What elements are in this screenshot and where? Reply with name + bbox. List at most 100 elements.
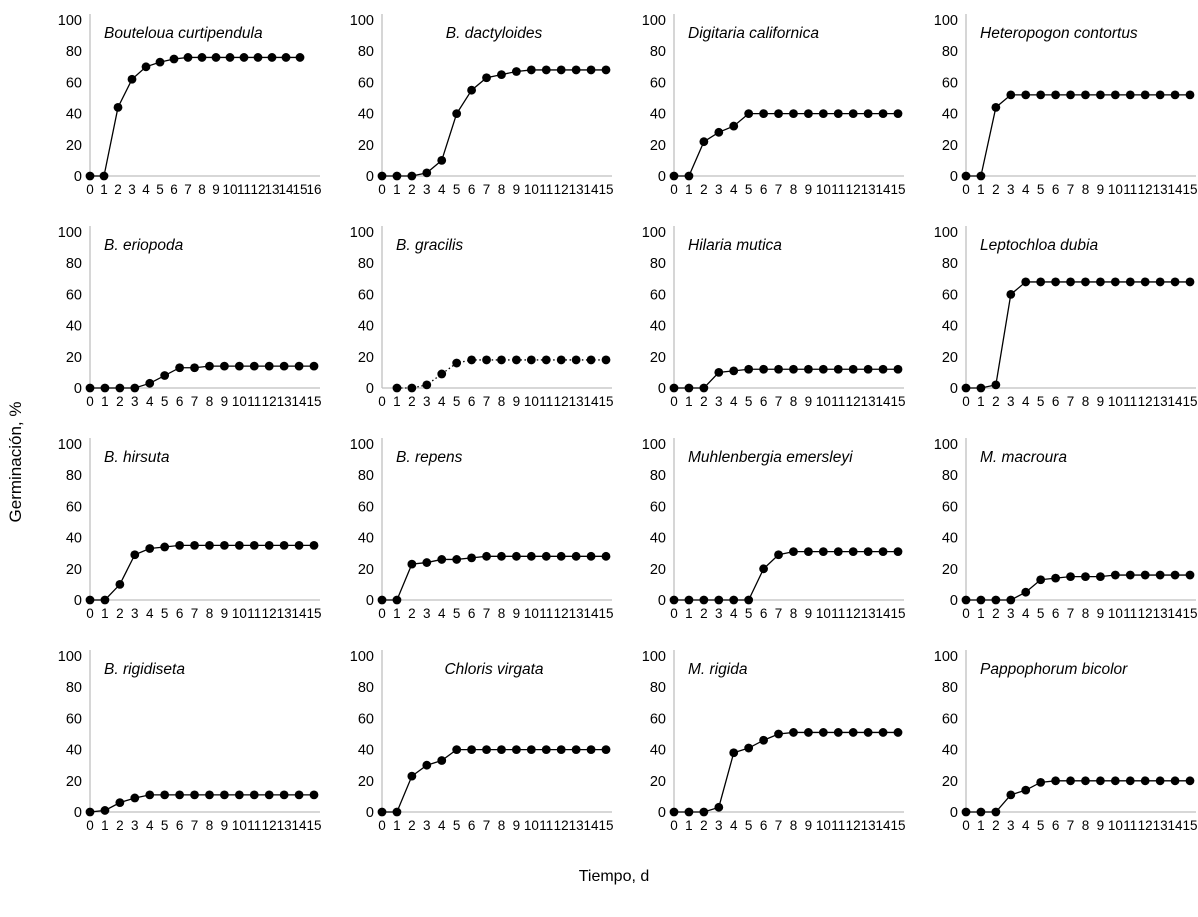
y-tick-label: 100 xyxy=(642,437,666,453)
y-tick-label: 40 xyxy=(66,319,82,335)
x-tick-label: 8 xyxy=(206,818,214,833)
x-tick-label: 15 xyxy=(598,606,613,621)
data-point-marker xyxy=(878,109,888,118)
data-point-marker xyxy=(833,547,843,557)
data-series-line xyxy=(966,780,1190,813)
x-tick-label: 9 xyxy=(212,182,220,197)
x-tick-label: 10 xyxy=(524,182,539,197)
x-tick-label: 11 xyxy=(237,182,251,197)
data-point-marker xyxy=(190,790,199,800)
x-tick-label: 9 xyxy=(513,182,521,197)
y-tick-label: 100 xyxy=(934,225,958,241)
x-tick-label: 8 xyxy=(790,182,798,197)
data-point-marker xyxy=(714,802,724,812)
x-tick-label: 3 xyxy=(715,818,723,833)
chart-title: B. dactyloides xyxy=(446,25,543,42)
x-tick-label: 14 xyxy=(584,818,600,833)
x-tick-label: 11 xyxy=(539,182,553,197)
x-tick-label: 5 xyxy=(453,606,461,621)
x-tick-label: 4 xyxy=(142,182,150,197)
x-tick-label: 15 xyxy=(292,182,307,197)
data-point-marker xyxy=(279,361,289,371)
x-tick-label: 6 xyxy=(176,818,184,833)
y-tick-label: 60 xyxy=(66,711,82,727)
x-tick-label: 5 xyxy=(1037,606,1045,621)
data-point-marker xyxy=(1006,90,1016,100)
x-tick-label: 7 xyxy=(191,606,199,621)
x-tick-label: 7 xyxy=(1067,394,1075,409)
y-tick-label: 20 xyxy=(650,350,666,366)
x-tick-label: 0 xyxy=(670,182,678,197)
data-point-marker xyxy=(155,57,165,67)
data-point-marker xyxy=(789,728,798,737)
x-tick-label: 9 xyxy=(221,606,229,621)
x-tick-label: 3 xyxy=(1007,182,1015,197)
x-tick-label: 5 xyxy=(745,606,753,621)
y-axis-label: Germinación, % xyxy=(6,401,25,523)
y-tick-label: 80 xyxy=(650,468,666,484)
data-point-marker xyxy=(729,748,739,758)
x-tick-label: 9 xyxy=(805,606,813,621)
chart-panel-1: 0 20 40 60 80 100 0 1 2 3 4 5 6 7 8 9 10 11 12 13 14 15 16 Bout… xyxy=(30,6,322,218)
x-tick-label: 15 xyxy=(306,606,321,621)
data-point-marker xyxy=(601,355,611,365)
x-tick-label: 13 xyxy=(277,818,292,833)
x-tick-label: 1 xyxy=(101,606,109,621)
data-point-marker xyxy=(1021,277,1031,287)
chart-title: B. eriopoda xyxy=(104,237,184,254)
data-point-marker xyxy=(512,355,521,365)
x-tick-label: 7 xyxy=(775,818,783,833)
data-point-marker xyxy=(392,595,402,605)
data-point-marker xyxy=(211,53,221,62)
data-point-marker xyxy=(145,378,155,388)
y-tick-label: 20 xyxy=(66,562,82,578)
x-tick-label: 3 xyxy=(423,818,431,833)
data-point-marker xyxy=(991,807,1001,817)
data-point-marker xyxy=(729,595,739,605)
y-tick-label: 80 xyxy=(358,468,374,484)
data-point-marker xyxy=(669,807,679,817)
data-point-marker xyxy=(249,790,259,800)
data-point-marker xyxy=(141,62,151,72)
data-point-marker xyxy=(512,551,521,561)
x-tick-label: 8 xyxy=(498,394,506,409)
data-point-marker xyxy=(160,790,170,800)
data-point-marker xyxy=(145,544,155,553)
data-point-marker xyxy=(976,807,986,817)
data-point-marker xyxy=(267,53,277,62)
y-tick-label: 100 xyxy=(350,13,374,29)
y-tick-label: 80 xyxy=(358,44,374,60)
x-tick-label: 10 xyxy=(232,606,247,621)
y-tick-label: 60 xyxy=(942,75,958,91)
x-tick-label: 14 xyxy=(1168,606,1184,621)
y-tick-label: 20 xyxy=(358,774,374,790)
data-point-marker xyxy=(684,595,694,605)
y-tick-label: 60 xyxy=(942,711,958,727)
data-point-marker xyxy=(541,551,551,561)
data-point-marker xyxy=(497,551,506,561)
y-tick-label: 40 xyxy=(66,531,82,547)
y-tick-label: 100 xyxy=(350,437,374,453)
chart-panel-14: 0 20 40 60 80 100 0 1 2 3 4 5 6 7 8 9 10 11 12 13 14 15 Chlori… xyxy=(322,642,614,854)
x-tick-label: 4 xyxy=(1022,818,1030,833)
x-tick-label: 10 xyxy=(524,394,539,409)
y-tick-label: 60 xyxy=(650,287,666,303)
chart-title: Heteropogon contortus xyxy=(980,25,1138,42)
data-point-marker xyxy=(833,109,843,118)
data-point-marker xyxy=(804,109,813,118)
y-tick-label: 40 xyxy=(942,107,958,123)
data-point-marker xyxy=(961,807,971,817)
x-tick-label: 15 xyxy=(306,818,321,833)
data-point-marker xyxy=(130,383,140,393)
data-point-marker xyxy=(684,383,694,393)
x-tick-label: 3 xyxy=(423,606,431,621)
data-point-marker xyxy=(1066,776,1075,786)
data-point-marker xyxy=(804,728,813,737)
data-point-marker xyxy=(294,541,304,550)
x-tick-label: 13 xyxy=(264,182,279,197)
data-point-marker xyxy=(684,171,694,181)
x-tick-label: 12 xyxy=(262,394,277,409)
data-point-marker xyxy=(1185,90,1195,100)
